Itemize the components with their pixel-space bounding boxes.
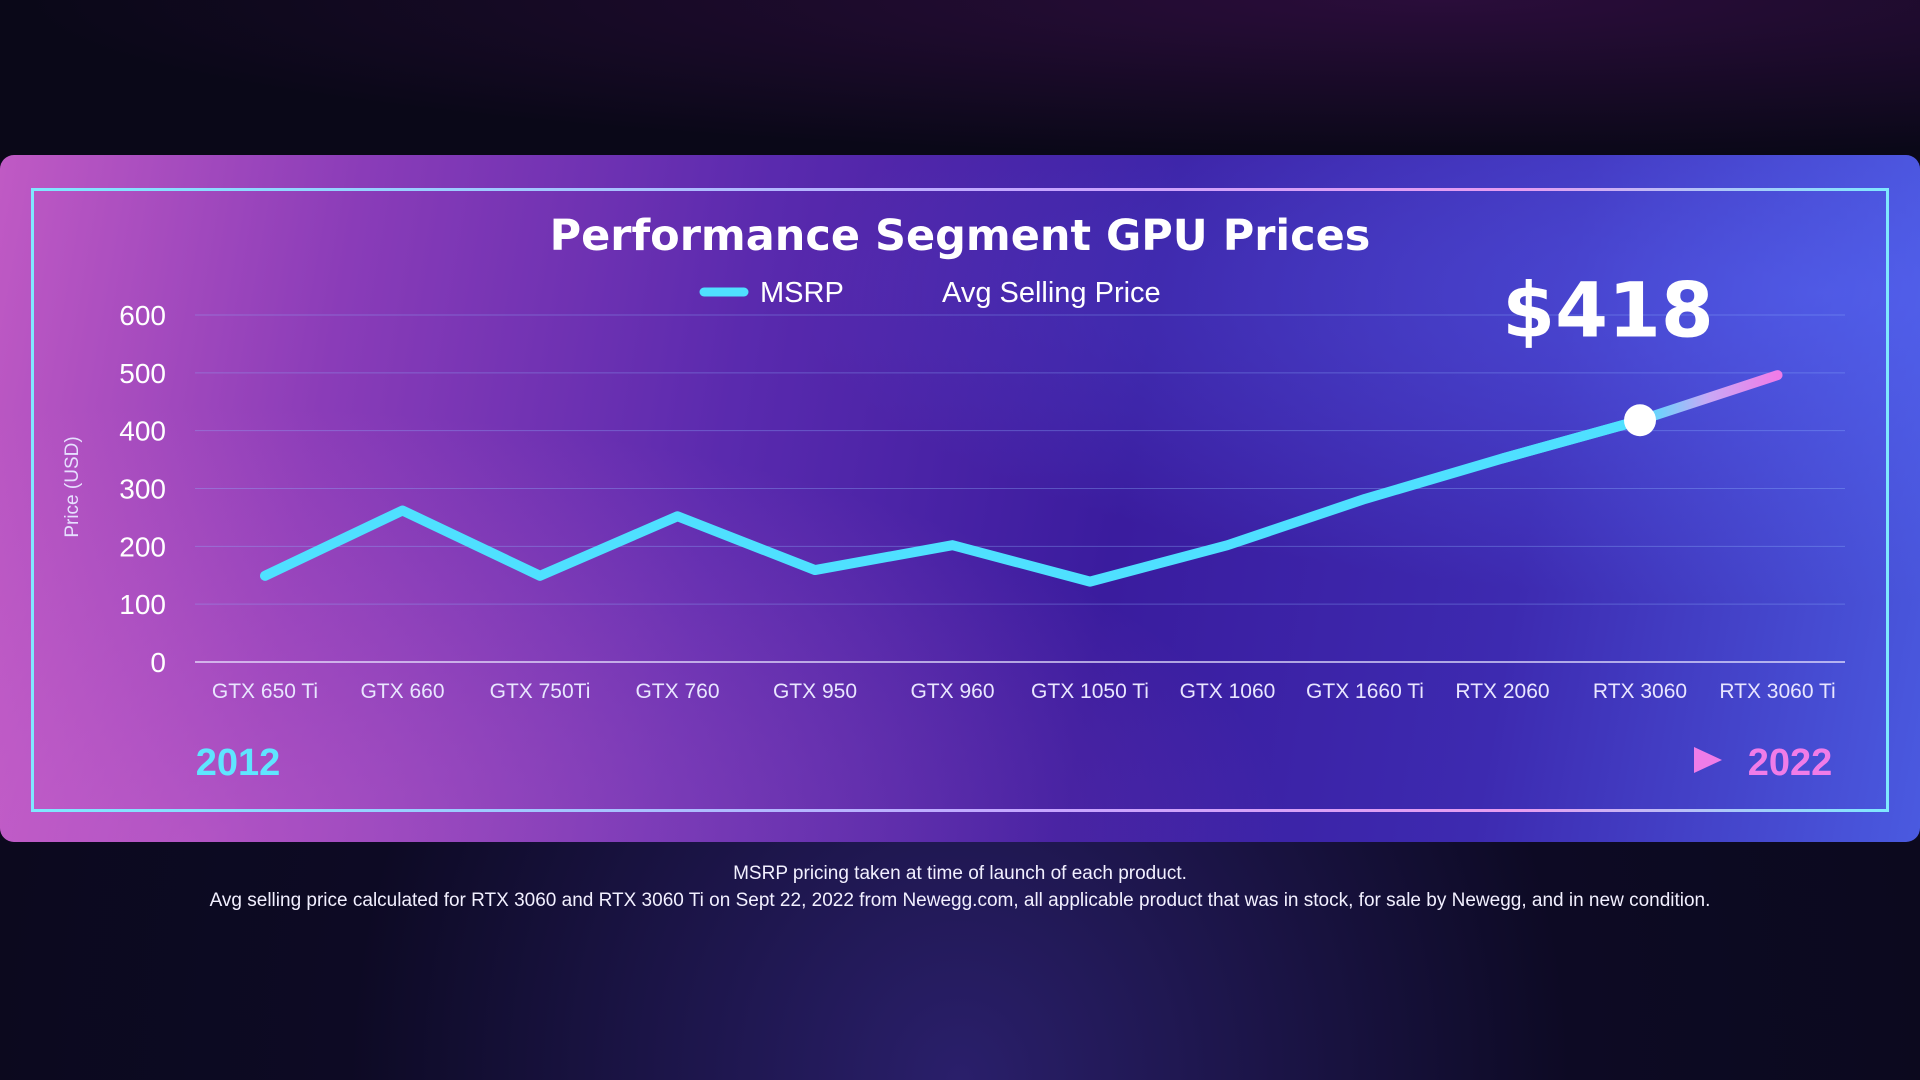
legend-label-asp: Avg Selling Price: [942, 277, 1161, 309]
chart-frame: [31, 188, 1889, 812]
gridlines: [195, 314, 1845, 663]
asp-line: [1635, 370, 1783, 426]
x-tick-label: GTX 960: [910, 680, 994, 703]
legend: MSRP Avg Selling Price: [699, 277, 1161, 309]
background-top: [0, 0, 1920, 160]
x-tick-label: GTX 1060: [1180, 680, 1276, 703]
x-tick-label: RTX 3060: [1593, 680, 1687, 703]
y-tick-label: 400: [119, 416, 166, 447]
x-tick-label: GTX 760: [635, 680, 719, 703]
footnotes: MSRP pricing taken at time of launch of …: [0, 860, 1920, 914]
x-tick-label: RTX 3060 Ti: [1719, 680, 1835, 703]
timeline-start: 2012: [196, 742, 281, 784]
line-chart: Performance Segment GPU Prices MSRP Avg …: [62, 211, 1845, 784]
x-tick-label: GTX 660: [360, 680, 444, 703]
y-tick-label: 600: [119, 300, 166, 331]
series: [260, 370, 1783, 587]
y-ticks: 0 100 200 300 400 500 600: [119, 300, 166, 678]
msrp-line-tail: [1497, 415, 1645, 464]
timeline-end: 2022: [1748, 742, 1833, 784]
footnote-2: Avg selling price calculated for RTX 306…: [209, 890, 1711, 911]
annotation-point: [1624, 404, 1656, 437]
x-tick-label: GTX 1050 Ti: [1031, 680, 1149, 703]
chart-title: Performance Segment GPU Prices: [550, 211, 1371, 261]
annotation-label: $418: [1502, 265, 1714, 354]
y-tick-label: 200: [119, 531, 166, 562]
timeline: 2012 2022: [196, 742, 1833, 784]
timeline-arrow-head: [1694, 747, 1722, 773]
y-axis-label: Price (USD): [62, 436, 83, 537]
x-tick-label: GTX 1660 Ti: [1306, 680, 1424, 703]
footnote-1: MSRP pricing taken at time of launch of …: [733, 863, 1187, 884]
y-tick-label: 300: [119, 474, 166, 505]
y-tick-label: 100: [119, 589, 166, 620]
x-tick-label: GTX 950: [773, 680, 857, 703]
x-tick-label: GTX 650 Ti: [212, 680, 318, 703]
legend-label-msrp: MSRP: [760, 277, 844, 309]
y-tick-label: 0: [150, 647, 166, 678]
chart-panel: Performance Segment GPU Prices MSRP Avg …: [0, 155, 1920, 842]
y-tick-label: 500: [119, 358, 166, 389]
x-tick-label: GTX 750Ti: [490, 680, 591, 703]
x-ticks: GTX 650 Ti GTX 660 GTX 750Ti GTX 760 GTX 950…: [212, 680, 1836, 703]
x-tick-label: RTX 2060: [1455, 680, 1549, 703]
msrp-line: [260, 415, 1645, 587]
annotation: $418: [1502, 265, 1714, 437]
